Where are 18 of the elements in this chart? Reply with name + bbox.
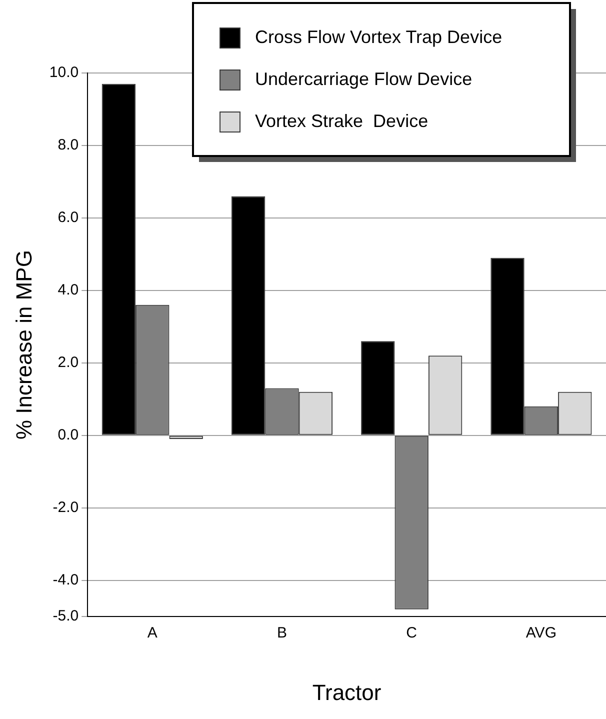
legend-label: Vortex Strake Device [255,110,428,131]
y-axis-title: % Increase in MPG [11,250,36,440]
x-tick-label: A [147,624,158,642]
y-tick-label: 4.0 [58,282,79,299]
x-tick-label: C [406,624,418,642]
legend-label: Cross Flow Vortex Trap Device [255,26,502,47]
x-tick-label: B [276,624,288,642]
y-tick-label: -5.0 [52,608,79,625]
y-tick-label: 8.0 [58,136,79,154]
y-tick-label: 0.0 [58,426,79,444]
y-tick-label: -4.0 [52,572,79,588]
y-tick-label: 6.0 [58,209,79,226]
y-tick-label: -2.0 [52,499,79,516]
x-tick-label: AVG [526,624,556,642]
legend-label: Undercarriage Flow Device [255,68,472,89]
y-tick-label: 10.0 [49,64,79,82]
y-tick-label: 2.0 [58,354,79,372]
x-axis-title: Tractor [312,680,382,705]
